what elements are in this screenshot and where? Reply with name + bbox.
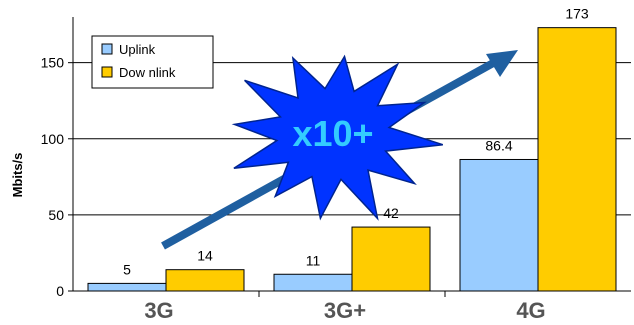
bar-uplink [459,158,539,292]
growth-callout: x10+ [161,50,518,250]
data-label: 42 [383,205,399,221]
y-tick-label: 100 [41,131,65,147]
data-label: 86.4 [485,137,512,153]
data-label: 173 [565,6,589,22]
data-label: 11 [306,252,321,268]
starburst-shape [231,54,444,221]
bar-downlink [351,226,431,292]
bar-downlink [537,27,617,292]
x-category-label: 3G+ [324,298,366,323]
legend-label-downlink: Dow nlink [119,65,176,80]
legend-swatch-downlink [101,66,113,78]
x-category-label: 4G [516,298,545,323]
data-label: 5 [123,261,131,277]
bar-uplink [273,273,353,292]
axes: 0 50 100 150 3G 3G+ 4G [41,17,631,323]
y-tick-label: 50 [48,207,64,223]
legend-label-uplink: Uplink [119,42,156,57]
data-labels: 5 14 11 42 86.4 173 [123,6,589,278]
callout-text: x10+ [292,113,373,154]
legend-swatch-uplink [101,43,113,55]
data-label: 14 [197,248,213,264]
bar-downlink [165,269,245,292]
legend: Uplink Dow nlink [91,35,214,89]
bar-uplink [87,282,167,292]
x-category-label: 3G [144,298,173,323]
y-tick-label: 150 [41,55,65,71]
bars [87,27,617,292]
y-tick-label: 0 [56,283,64,299]
y-axis-title: Mbits/s [10,153,25,198]
arrow-head-icon [486,50,518,77]
